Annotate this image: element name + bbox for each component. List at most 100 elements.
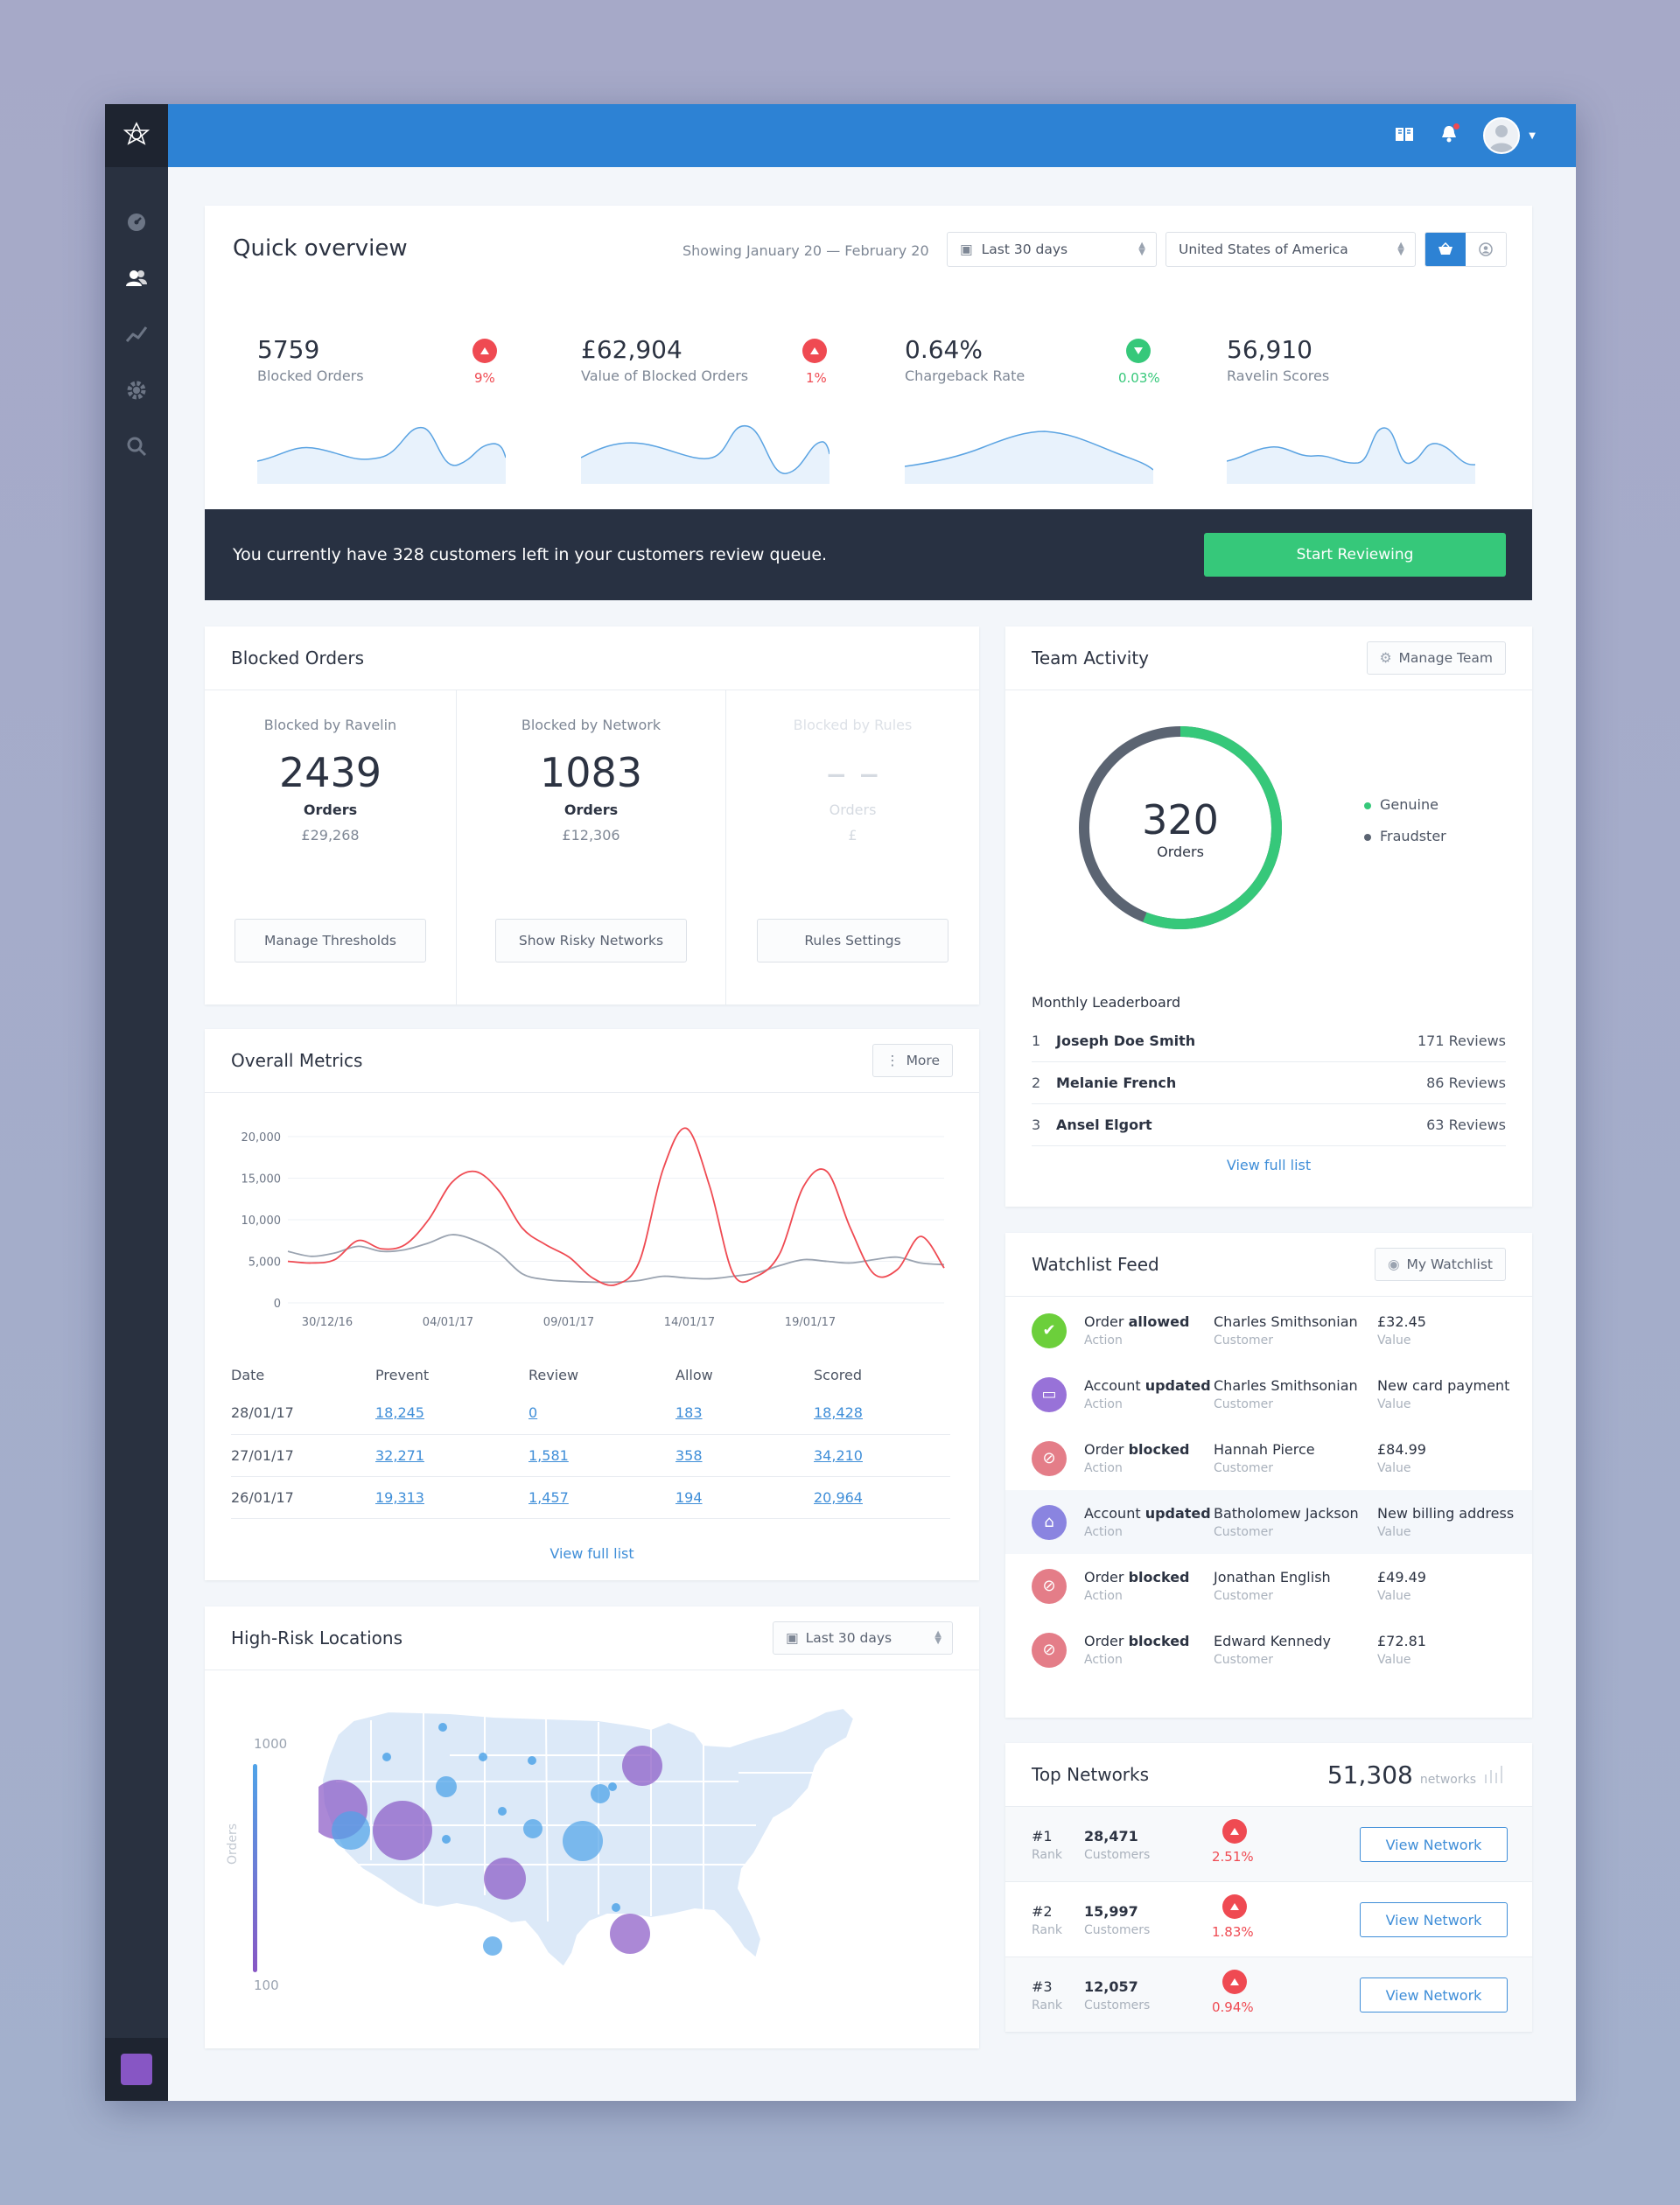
risk-bubble [483,1936,502,1956]
stat-label: Value of Blocked Orders [581,368,749,384]
network-customers-value: 12,057 [1084,1978,1138,1995]
network-customers-sub: Customers [1084,1998,1151,2012]
watch-customer-name: Batholomew Jackson [1214,1505,1359,1522]
list-item[interactable]: ⊘ Order blocked Action Hannah Pierce Custome… [1005,1426,1532,1490]
watch-value-text: New billing address [1377,1505,1515,1522]
risk-bubble [484,1858,526,1900]
sparkline [581,425,830,484]
watch-customer-sub: Customer [1214,1653,1274,1667]
leaderboard-row[interactable]: 2 Melanie French 86 Reviews [1032,1062,1506,1104]
search-icon[interactable] [125,435,148,458]
network-rank-value: #3 [1032,1978,1053,1995]
quick-overview-card: Quick overview Showing January 20 — Febr… [205,206,1532,509]
watch-action-sub: Action [1084,1653,1123,1667]
x-tick-label: 04/01/17 [423,1316,473,1329]
review-banner-text: You currently have 328 customers left in… [233,545,828,564]
view-full-metrics-link[interactable]: View full list [550,1545,634,1562]
start-reviewing-button[interactable]: Start Reviewing [1204,533,1506,577]
blocked-icon: ⊘ [1032,1440,1067,1476]
view-network-button[interactable]: View Network [1360,1978,1508,2012]
network-rank: #1 Rank [1032,1828,1062,1862]
network-change: 2.51% [1212,1849,1254,1865]
donut-unit: Orders [1157,843,1204,860]
period-select-value: Last 30 days [981,242,1068,257]
basket-view-button[interactable] [1425,233,1466,266]
card-title: Overall Metrics [231,1050,363,1071]
leaderboard-row[interactable]: 1 Joseph Doe Smith 171 Reviews [1032,1020,1506,1062]
bell-icon[interactable] [1439,122,1460,148]
cell-prevent-link[interactable]: 18,245 [375,1404,424,1422]
network-customers-value: 15,997 [1084,1903,1138,1920]
card-header: Watchlist Feed ◉ My Watchlist [1005,1233,1532,1297]
blocked-col-label: Blocked by Network [521,717,662,733]
cell-review-link[interactable]: 1,457 [528,1488,569,1506]
logo[interactable] [105,104,168,167]
networks-total-unit: networks [1419,1772,1476,1787]
legend-genuine: Genuine [1364,789,1446,821]
blocked-col-amount: £29,268 [301,827,360,844]
rules-settings-button[interactable]: Rules Settings [757,919,948,962]
scale-max-label: 1000 [254,1736,288,1752]
book-icon[interactable] [1394,125,1415,147]
networks-total-value: 51,308 [1326,1760,1413,1789]
cell-allow-link[interactable]: 194 [676,1488,703,1506]
card-icon: ▭ [1032,1376,1067,1412]
view-network-button[interactable]: View Network [1360,1827,1508,1862]
more-button[interactable]: ⋮ More [872,1044,953,1077]
watch-customer-sub: Customer [1214,1397,1274,1411]
cell-review-link[interactable]: 0 [528,1404,538,1422]
watch-value-text: £72.81 [1377,1633,1426,1649]
cell-prevent-link[interactable]: 19,313 [375,1488,424,1506]
leaderboard: 1 Joseph Doe Smith 171 Reviews 2 Melanie… [1032,1020,1506,1146]
network-customers-sub: Customers [1084,1923,1151,1937]
cell-allow-link[interactable]: 358 [676,1446,703,1464]
list-item[interactable]: ⌂ Account updated Action Batholomew Jackson… [1005,1490,1532,1554]
manage-team-button[interactable]: ⚙ Manage Team [1366,641,1506,675]
chevron-down-icon[interactable]: ▼ [1529,130,1536,141]
cell-review-link[interactable]: 1,581 [528,1446,569,1464]
risk-bubbles [318,1723,662,1956]
list-item[interactable]: ⊘ Order blocked Action Jonathan English Cust… [1005,1554,1532,1618]
logo-icon [122,122,150,145]
stat-label: Ravelin Scores [1227,368,1330,384]
bars-icon [1483,1762,1506,1788]
user-view-button[interactable] [1466,233,1506,266]
cell-date: 28/01/17 [231,1404,294,1422]
watch-customer: Hannah Pierce Customer [1214,1441,1315,1475]
settings-icon[interactable] [125,379,148,402]
cell-prevent-link[interactable]: 32,271 [375,1446,424,1464]
watch-customer-name: Charles Smithsonian [1214,1313,1358,1330]
manage-thresholds-button[interactable]: Manage Thresholds [234,919,426,962]
cell-scored-link[interactable]: 20,964 [814,1488,863,1506]
dashboard-icon[interactable] [125,211,148,234]
table-row: 26/01/17 19,313 1,457 194 20,964 [231,1476,950,1518]
us-map [318,1706,856,1969]
cell-allow-link[interactable]: 183 [676,1404,703,1422]
show-risky-networks-button[interactable]: Show Risky Networks [495,919,687,962]
watch-value-sub: Value [1377,1461,1411,1475]
list-item[interactable]: ⊘ Order blocked Action Edward Kennedy Custom… [1005,1618,1532,1682]
view-full-leaderboard-link[interactable]: View full list [1226,1157,1312,1173]
risk-bubble [382,1753,391,1761]
list-item[interactable]: ▭ Account updated Action Charles Smithsonia… [1005,1362,1532,1426]
list-item[interactable]: ✔ Order allowed Action Charles Smithsonian C… [1005,1298,1532,1362]
users-icon[interactable] [125,267,148,290]
leaderboard-reviews: 86 Reviews [1426,1074,1506,1091]
account-switcher[interactable] [121,2054,152,2085]
locations-period-select[interactable]: ▣ Last 30 days ▲ ▼ [773,1621,953,1655]
watch-action-sub: Action [1084,1525,1123,1539]
trend-up-icon [472,339,497,363]
cell-scored-link[interactable]: 34,210 [814,1446,863,1464]
country-select[interactable]: United States of America ▲ ▼ [1166,232,1416,267]
period-select[interactable]: ▣ Last 30 days ▲ ▼ [947,232,1157,267]
network-customers: 15,997 Customers [1084,1903,1150,1937]
leaderboard-row[interactable]: 3 Ansel Elgort 63 Reviews [1032,1104,1506,1146]
my-watchlist-button[interactable]: ◉ My Watchlist [1374,1248,1506,1281]
watchlist-feed-card: Watchlist Feed ◉ My Watchlist ✔ Order all… [1005,1233,1532,1718]
trend-icon[interactable] [125,323,148,346]
avatar[interactable] [1483,117,1521,154]
donut-value: 320 [1142,795,1219,844]
view-network-button[interactable]: View Network [1360,1902,1508,1937]
networks-total: 51,308 networks [1327,1760,1506,1789]
cell-scored-link[interactable]: 18,428 [814,1404,863,1422]
